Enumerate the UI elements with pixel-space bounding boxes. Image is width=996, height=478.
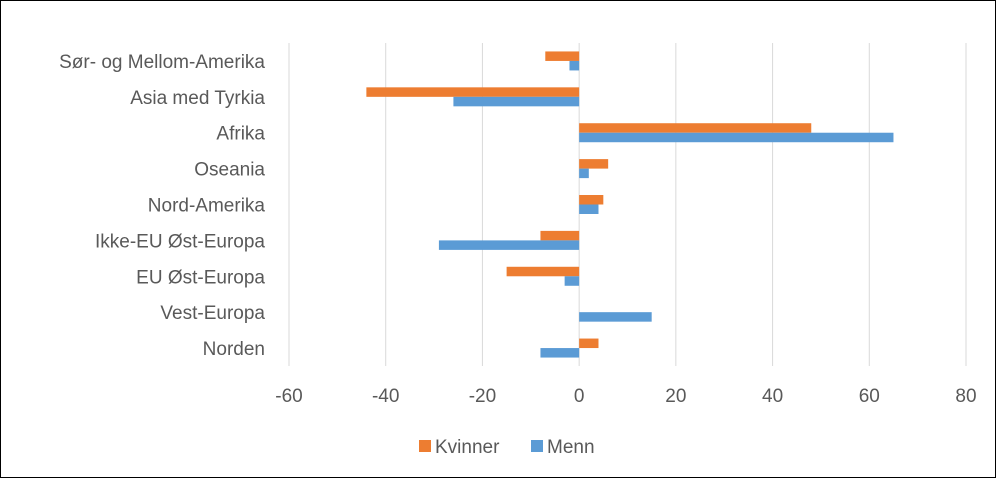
- legend: Kvinner Menn: [419, 437, 595, 458]
- x-tick-label: -40: [372, 386, 399, 407]
- bar-kvinner-3: [579, 159, 609, 169]
- bar-kvinner-4: [579, 195, 604, 205]
- category-label: Oseania: [194, 160, 265, 181]
- category-label: Sør- og Mellom-Amerika: [59, 52, 265, 73]
- bar-menn-7: [579, 312, 652, 322]
- bar-menn-5: [438, 240, 580, 250]
- bar-menn-1: [453, 96, 580, 107]
- bar-kvinner-8: [579, 338, 599, 349]
- category-label: Norden: [203, 339, 265, 360]
- bar-kvinner-2: [579, 123, 812, 133]
- x-tick-label: 20: [665, 386, 686, 407]
- bar-kvinner-1: [366, 87, 580, 97]
- bar-menn-6: [564, 276, 580, 286]
- x-tick-label: 0: [574, 386, 585, 407]
- category-label: EU Øst-Europa: [136, 267, 265, 288]
- x-tick-label: -60: [275, 386, 302, 407]
- legend-swatch-menn: [531, 440, 543, 452]
- legend-label-menn: Menn: [547, 437, 595, 458]
- bar-kvinner-6: [506, 266, 580, 277]
- category-label: Afrika: [216, 124, 265, 145]
- category-label: Asia med Tyrkia: [130, 88, 265, 109]
- bar-menn-8: [540, 348, 580, 358]
- category-labels: Sør- og Mellom-Amerika Asia med Tyrkia Afr…: [59, 52, 265, 360]
- category-label: Nord-Amerika: [148, 196, 266, 217]
- bar-menn-4: [579, 204, 599, 214]
- x-tick-label: -20: [469, 386, 496, 407]
- bar-kvinner-0: [545, 51, 580, 61]
- legend-swatch-kvinner: [419, 440, 431, 452]
- bar-menn-0: [569, 60, 580, 71]
- legend-label-kvinner: Kvinner: [435, 437, 500, 458]
- x-axis-tick-labels: -60 -40 -20 0 20 40 60 80: [275, 386, 976, 407]
- x-tick-label: 80: [955, 386, 976, 407]
- bar-menn-2: [579, 132, 894, 143]
- bars: [366, 51, 894, 358]
- x-tick-label: 40: [762, 386, 783, 407]
- x-tick-label: 60: [859, 386, 880, 407]
- category-label: Vest-Europa: [160, 303, 265, 324]
- category-label: Ikke-EU Øst-Europa: [95, 231, 265, 252]
- bar-menn-3: [579, 168, 589, 179]
- bar-kvinner-5: [540, 230, 580, 241]
